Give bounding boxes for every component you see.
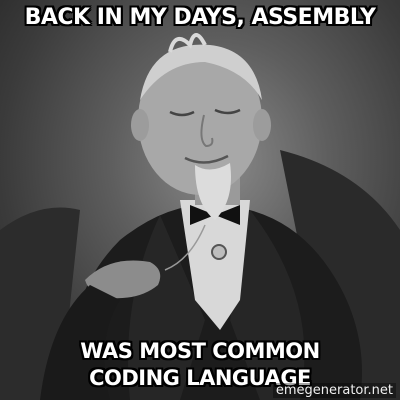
watermark: emegenerator.net: [272, 383, 396, 398]
bottom-caption: WAS MOST COMMON CODING LANGUAGE: [80, 339, 320, 390]
top-caption: BACK IN MY DAYS, ASSEMBLY: [24, 5, 376, 30]
